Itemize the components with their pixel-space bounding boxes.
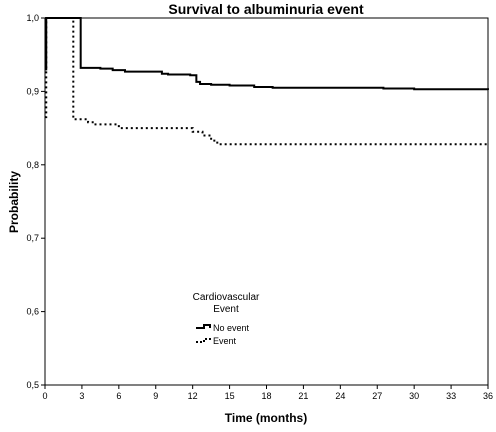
legend-swatch-no-event bbox=[196, 324, 211, 329]
x-axis-label: Time (months) bbox=[225, 411, 307, 425]
series-line-event bbox=[45, 17, 488, 146]
y-tick-label: 0,9 bbox=[26, 86, 39, 96]
x-tick-label: 0 bbox=[42, 391, 47, 401]
x-tick-label: 36 bbox=[483, 391, 493, 401]
y-tick-label: 0,8 bbox=[26, 160, 39, 170]
series-line-no-event bbox=[45, 17, 489, 91]
y-axis: 0,5 0,6 0,7 0,8 0,9 1,0 bbox=[26, 13, 45, 390]
legend-title-line2: Event bbox=[213, 304, 239, 315]
legend-swatch-event bbox=[196, 338, 211, 343]
x-tick-label: 24 bbox=[335, 391, 345, 401]
x-tick-label: 6 bbox=[116, 391, 121, 401]
plot-frame bbox=[44, 17, 489, 386]
y-tick-label: 1,0 bbox=[26, 13, 39, 23]
x-tick-label: 12 bbox=[188, 391, 198, 401]
legend: Cardiovascular Event No event Event bbox=[193, 292, 260, 346]
y-tick-label: 0,5 bbox=[26, 380, 39, 390]
series-layer bbox=[45, 17, 489, 146]
x-tick-label: 3 bbox=[79, 391, 84, 401]
x-tick-label: 9 bbox=[153, 391, 158, 401]
chart-title: Survival to albuminuria event bbox=[168, 1, 364, 17]
x-tick-label: 18 bbox=[261, 391, 271, 401]
legend-label-no-event: No event bbox=[213, 323, 250, 333]
x-tick-label: 15 bbox=[225, 391, 235, 401]
legend-title-line1: Cardiovascular bbox=[193, 292, 260, 303]
y-tick-label: 0,6 bbox=[26, 307, 39, 317]
x-tick-label: 33 bbox=[446, 391, 456, 401]
y-tick-label: 0,7 bbox=[26, 233, 39, 243]
y-axis-label: Probability bbox=[7, 171, 21, 233]
legend-label-event: Event bbox=[213, 336, 237, 346]
x-axis: 0 3 6 9 12 15 18 21 24 27 30 33 36 bbox=[42, 385, 493, 401]
x-tick-label: 27 bbox=[372, 391, 382, 401]
x-tick-label: 30 bbox=[409, 391, 419, 401]
x-tick-label: 21 bbox=[298, 391, 308, 401]
